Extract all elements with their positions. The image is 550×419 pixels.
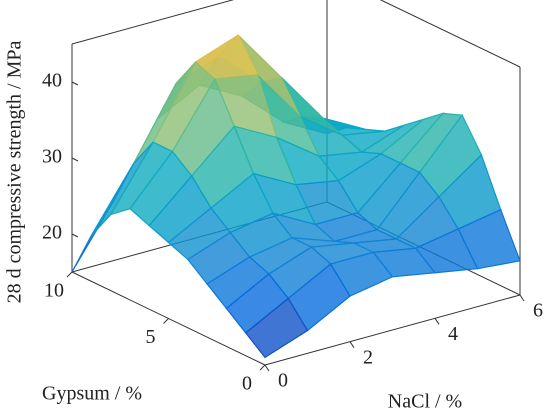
- x-tick: [434, 318, 440, 325]
- y-tick-label: 0: [242, 373, 252, 395]
- x-tick: [264, 364, 270, 372]
- x-axis-line: [264, 294, 521, 366]
- x-axis-label: NaCl / %: [388, 391, 462, 413]
- x-tick: [349, 341, 355, 348]
- z-tick: [71, 81, 79, 86]
- z-tick: [71, 233, 79, 238]
- box-edge: [71, 0, 235, 45]
- z-tick-label: 30: [42, 146, 62, 168]
- x-tick: [519, 294, 525, 302]
- x-tick-label: 4: [448, 323, 458, 345]
- y-axis-label: Gypsum / %: [42, 383, 142, 405]
- z-tick: [71, 157, 79, 162]
- y-tick: [259, 364, 266, 371]
- y-tick: [163, 318, 169, 324]
- axes: 0 2 4 6 0 5 10 20 30 40: [42, 70, 543, 395]
- x-tick-label: 6: [533, 300, 543, 322]
- surface-cell: [244, 297, 309, 359]
- y-tick-label: 10: [44, 280, 64, 302]
- x-tick-label: 0: [278, 370, 288, 392]
- z-axis-label: 28 d compressive strength / MPa: [4, 41, 26, 304]
- box-edge: [379, 0, 521, 68]
- x-tick-label: 2: [363, 346, 373, 368]
- z-tick-label: 20: [42, 222, 62, 244]
- y-tick-label: 5: [146, 326, 156, 348]
- surface: [71, 34, 521, 359]
- y-tick: [66, 271, 73, 278]
- z-tick-label: 40: [42, 70, 62, 92]
